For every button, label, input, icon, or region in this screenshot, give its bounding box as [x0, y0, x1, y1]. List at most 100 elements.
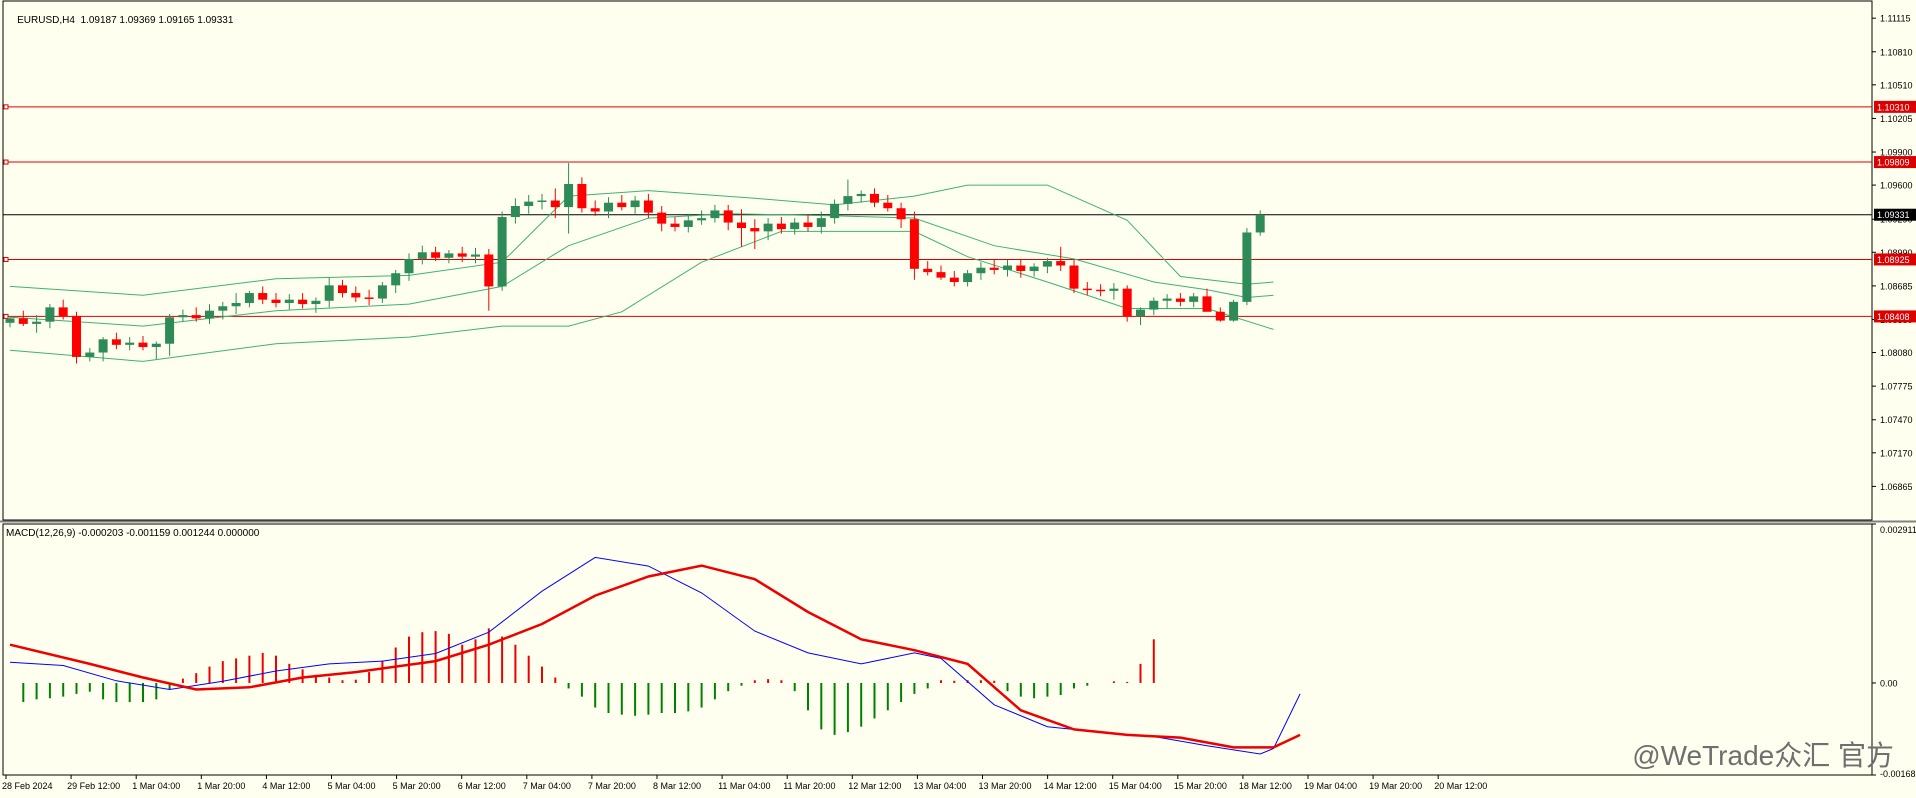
candle-body	[271, 299, 281, 303]
time-tick-label: 13 Mar 04:00	[913, 781, 966, 791]
candle-body	[976, 267, 986, 274]
candle-body	[1189, 296, 1199, 302]
time-tick-label: 18 Mar 12:00	[1239, 781, 1292, 791]
candle-body	[58, 307, 68, 317]
price-tick-label: 1.07775	[1880, 382, 1913, 392]
time-tick-label: 19 Mar 04:00	[1304, 781, 1357, 791]
macd-panel-frame	[2, 523, 1873, 776]
candle-body	[683, 220, 693, 227]
price-tick-label: 1.10205	[1880, 114, 1913, 124]
price-tick-label: 1.07170	[1880, 448, 1913, 458]
time-tick-label: 7 Mar 04:00	[523, 781, 571, 791]
candle-body	[231, 302, 241, 307]
candle-body	[577, 183, 587, 209]
price-tick-label: 1.11115	[1880, 14, 1911, 24]
candle-body	[85, 352, 95, 357]
candle-body	[1136, 309, 1145, 317]
candle-body	[1255, 214, 1265, 233]
candle-body	[963, 273, 973, 283]
time-tick-label: 1 Mar 04:00	[132, 781, 180, 791]
candle-body	[324, 285, 334, 301]
time-tick-label: 4 Mar 12:00	[262, 781, 310, 791]
candle-body	[5, 318, 15, 323]
candle-body	[883, 202, 893, 209]
candle-body	[923, 268, 933, 273]
candle-body	[1069, 265, 1079, 289]
time-tick-label: 28 Feb 2024	[2, 781, 53, 791]
candle-body	[617, 202, 627, 208]
price-tick-label: 1.06865	[1880, 482, 1913, 492]
level-line-handle	[3, 159, 9, 165]
bollinger-middle-line	[9, 213, 1274, 327]
candle-body	[750, 228, 760, 232]
candle-body	[1122, 288, 1132, 317]
time-tick-label: 19 Mar 20:00	[1369, 781, 1422, 791]
time-tick-label: 8 Mar 12:00	[653, 781, 701, 791]
price-label: 1.10310	[1877, 102, 1910, 112]
level-line-handle	[3, 104, 9, 110]
macd-tick-label: -0.001685	[1880, 769, 1916, 779]
level-line-handle	[3, 256, 9, 262]
candle-body	[843, 196, 853, 204]
candle-body	[1242, 232, 1252, 302]
candle-body	[45, 307, 55, 322]
price-label-box	[1874, 253, 1916, 266]
time-tick-label: 15 Mar 20:00	[1174, 781, 1227, 791]
candle-body	[338, 285, 347, 294]
price-tick-label: 1.08990	[1880, 248, 1913, 258]
price-label: 1.08925	[1877, 255, 1910, 265]
price-tick-label: 1.10510	[1880, 80, 1913, 90]
price-label-box	[1874, 310, 1916, 323]
candle-body	[1162, 298, 1172, 301]
candle-body	[1082, 288, 1092, 291]
time-tick-label: 15 Mar 04:00	[1109, 781, 1162, 791]
price-tick-label: 1.07470	[1880, 415, 1913, 425]
candle-body	[989, 267, 999, 270]
time-tick-label: 11 Mar 04:00	[718, 781, 770, 791]
candle-body	[72, 316, 81, 357]
candle-body	[298, 299, 308, 305]
macd-tick-label: 0.002911	[1880, 525, 1916, 535]
time-tick-label: 29 Feb 12:00	[67, 781, 120, 791]
candle-body	[1096, 289, 1106, 292]
candle-body	[1149, 300, 1159, 310]
macd-line	[9, 556, 1301, 755]
candle-body	[670, 223, 680, 227]
candle-body	[776, 223, 786, 230]
price-tick-label: 1.09600	[1880, 181, 1913, 191]
time-tick-label: 12 Mar 12:00	[848, 781, 901, 791]
time-tick-label: 11 Mar 20:00	[783, 781, 835, 791]
candle-body	[32, 321, 42, 324]
price-tick-label: 1.10810	[1880, 47, 1913, 57]
candle-body	[564, 183, 574, 208]
price-tick-label: 1.08080	[1880, 348, 1913, 358]
candle-body	[537, 200, 547, 203]
candle-body	[763, 223, 773, 232]
price-label-box	[1874, 100, 1916, 113]
candle-body	[657, 212, 667, 224]
time-tick-label: 13 Mar 20:00	[979, 781, 1032, 791]
candle-body	[630, 200, 640, 208]
price-label: 1.08408	[1877, 312, 1910, 322]
main-panel-frame	[2, 0, 1873, 521]
candle-body	[404, 258, 414, 274]
candle-body	[803, 222, 813, 227]
candle-body	[311, 300, 321, 305]
candle-body	[550, 200, 560, 208]
price-label: 1.09809	[1877, 158, 1910, 168]
candle-body	[590, 208, 600, 212]
candle-body	[191, 315, 201, 319]
candle-body	[218, 306, 228, 311]
candle-body	[856, 193, 866, 197]
time-tick-label: 1 Mar 20:00	[197, 781, 245, 791]
candle-body	[138, 342, 148, 348]
candle-body	[484, 254, 494, 287]
time-tick-label: 20 Mar 12:00	[1434, 781, 1487, 791]
macd-header: MACD(12,26,9) -0.000203 -0.001159 0.0012…	[6, 528, 260, 539]
candle-body	[125, 342, 135, 345]
candle-body	[643, 200, 653, 213]
candle-body	[790, 222, 800, 230]
candle-body	[896, 208, 906, 220]
